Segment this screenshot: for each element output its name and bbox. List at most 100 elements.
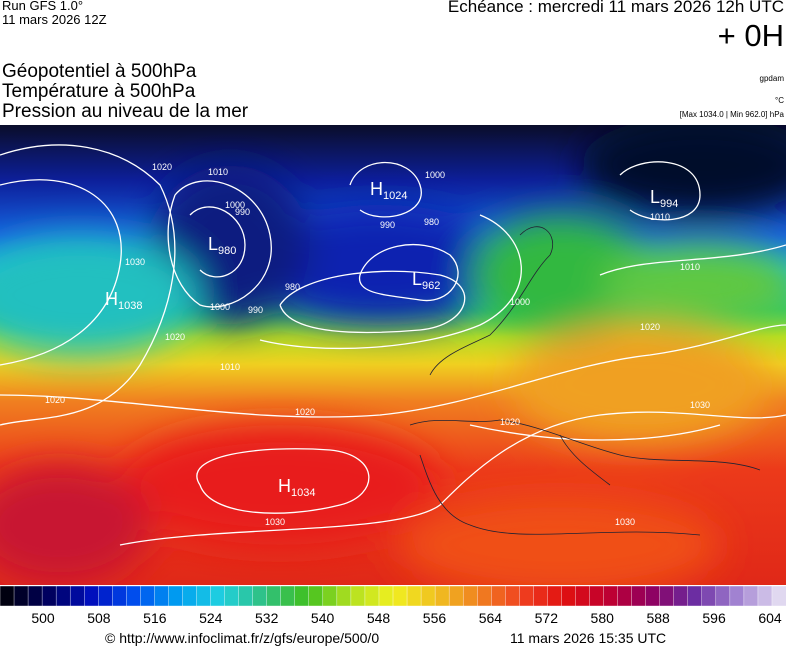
- isobar-label: 1010: [650, 212, 670, 222]
- colorbar-swatch: [561, 586, 577, 607]
- isobar-label: 1020: [500, 417, 520, 427]
- colorbar-swatch: [519, 586, 535, 607]
- run-date: 11 mars 2026 12Z: [2, 12, 107, 27]
- center-kind: L: [412, 269, 422, 289]
- colorbar-swatch: [280, 586, 296, 607]
- center-value: 980: [218, 245, 236, 257]
- isobars: [0, 144, 786, 546]
- pressure-center: L980: [208, 234, 236, 257]
- colorbar-label: 572: [535, 610, 559, 626]
- colorbar-swatch: [210, 586, 226, 607]
- center-kind: H: [105, 289, 118, 309]
- isobar-label: 1020: [152, 162, 172, 172]
- colorbar-swatch: [448, 586, 464, 607]
- isobar-label: 1010: [680, 262, 700, 272]
- colorbar-swatch: [673, 586, 689, 607]
- colorbar-swatch: [294, 586, 310, 607]
- offset: + 0H: [717, 18, 784, 53]
- isobar-label: 980: [285, 282, 300, 292]
- center-value: 1024: [383, 190, 407, 202]
- isobar-label: 980: [424, 217, 439, 227]
- colorbar-label: 524: [199, 610, 223, 626]
- colorbar-swatch: [378, 586, 394, 607]
- colorbar-swatch: [252, 586, 268, 607]
- run: Run GFS 1.0°: [2, 0, 84, 13]
- colorbar-swatch: [308, 586, 324, 607]
- isobar-label: 1000: [225, 200, 245, 210]
- colorbar-swatch: [84, 586, 99, 607]
- colorbar-swatch: [140, 586, 156, 607]
- title-3: Pression au niveau de la mer: [2, 101, 249, 122]
- center-kind: H: [370, 179, 383, 199]
- source: © http://www.infoclimat.fr/z/gfs/europe/…: [105, 630, 380, 646]
- isobar-label: 1030: [615, 517, 635, 527]
- colorbar-swatch: [462, 586, 478, 607]
- colorbar-swatch: [547, 586, 563, 607]
- colorbar-label: 516: [143, 610, 167, 626]
- colorbar-swatch: [392, 586, 408, 607]
- isobar-label: 1020: [165, 332, 185, 342]
- colorbar-swatch: [420, 586, 436, 607]
- center-value: 1038: [118, 300, 142, 312]
- colorbar-swatch: [771, 586, 786, 607]
- colorbar-swatch: [154, 586, 170, 607]
- isobar-label: 990: [248, 305, 263, 315]
- colorbar-swatch: [0, 586, 15, 607]
- isobar-label: 1030: [265, 517, 285, 527]
- colorbar-swatch: [645, 586, 661, 607]
- colorbar-swatch: [13, 586, 29, 607]
- colorbar-swatch: [575, 586, 591, 607]
- coastlines: [409, 226, 761, 536]
- colorbar-label: 596: [702, 610, 726, 626]
- isobar-label: 1010: [220, 362, 240, 372]
- colorbar-swatch: [687, 586, 703, 607]
- colorbar-swatch: [238, 586, 254, 607]
- colorbar-swatch: [533, 586, 549, 607]
- colorbar-swatch: [266, 586, 282, 607]
- colorbar-swatch: [69, 586, 85, 607]
- center-kind: H: [278, 476, 291, 496]
- isobar-label: 1000: [210, 302, 230, 312]
- isobar-label: 1030: [125, 257, 145, 267]
- isobar-label: 1030: [690, 400, 710, 410]
- colorbar-swatch: [589, 586, 605, 607]
- colorbar-swatch: [617, 586, 633, 607]
- center-kind: L: [208, 234, 218, 254]
- colorbar-label: 604: [758, 610, 782, 626]
- center-value: 994: [660, 198, 678, 210]
- generated: 11 mars 2026 15:35 UTC: [510, 630, 667, 646]
- colorbar-swatch: [364, 586, 380, 607]
- colorbar-swatch: [350, 586, 366, 607]
- colorbar-swatch: [743, 586, 759, 607]
- colorbar-swatch: [757, 586, 773, 607]
- colorbar-swatch: [715, 586, 731, 607]
- pressure-center: H1038: [105, 289, 142, 312]
- echeance: Echéance : mercredi 11 mars 2026 12h UTC: [447, 0, 784, 16]
- colorbar-label: 532: [255, 610, 279, 626]
- colorbar-label: 500: [31, 610, 55, 626]
- isobar-label: 1020: [640, 322, 660, 332]
- colorbar-swatch: [41, 586, 57, 607]
- colorbar-swatch: [168, 586, 184, 607]
- isobar-label: 990: [235, 207, 250, 217]
- isobar-label: 1010: [208, 167, 228, 177]
- colorbar-label: 548: [367, 610, 391, 626]
- pressure-center: L994: [650, 187, 678, 210]
- colorbar-swatch: [491, 586, 506, 607]
- colorbar-swatch: [27, 586, 43, 607]
- colorbar-swatch: [112, 586, 128, 607]
- colorbar-swatch: [477, 586, 492, 607]
- colorbar-swatch: [659, 586, 675, 607]
- isobar-label: 1020: [45, 395, 65, 405]
- pressure-center: L962: [412, 269, 440, 292]
- isobar-label: 990: [380, 220, 395, 230]
- colorbar-label: 580: [591, 610, 615, 626]
- isobar-label: 1000: [425, 170, 445, 180]
- colorbar-swatch: [196, 586, 212, 607]
- colorbar: 500 508 516 524 532 540 548 556 564 572 580 588 596 6…: [0, 586, 786, 626]
- title-1: Géopotentiel à 500hPa: [2, 61, 197, 82]
- center-value: 1034: [291, 487, 315, 499]
- colorbar-swatch: [55, 586, 71, 607]
- range: [Max 1034.0 | Min 962.0] hPa: [679, 110, 784, 119]
